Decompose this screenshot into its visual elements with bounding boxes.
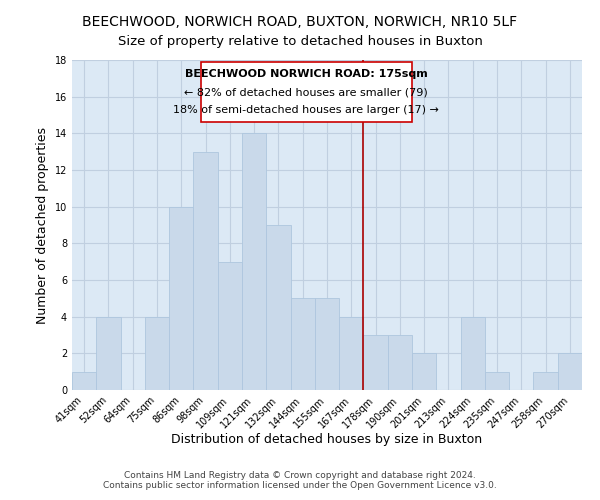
Bar: [290, 298, 315, 390]
Bar: [485, 372, 509, 390]
Bar: [533, 372, 558, 390]
Bar: [461, 316, 485, 390]
Bar: [388, 335, 412, 390]
Bar: [218, 262, 242, 390]
Bar: [339, 316, 364, 390]
Bar: [145, 316, 169, 390]
Bar: [96, 316, 121, 390]
Text: BEECHWOOD NORWICH ROAD: 175sqm: BEECHWOOD NORWICH ROAD: 175sqm: [185, 68, 428, 78]
Bar: [412, 354, 436, 390]
Bar: [193, 152, 218, 390]
Bar: [364, 335, 388, 390]
X-axis label: Distribution of detached houses by size in Buxton: Distribution of detached houses by size …: [172, 432, 482, 446]
FancyBboxPatch shape: [201, 62, 412, 122]
Text: Contains HM Land Registry data © Crown copyright and database right 2024.
Contai: Contains HM Land Registry data © Crown c…: [103, 470, 497, 490]
Text: 18% of semi-detached houses are larger (17) →: 18% of semi-detached houses are larger (…: [173, 106, 439, 116]
Text: ← 82% of detached houses are smaller (79): ← 82% of detached houses are smaller (79…: [184, 87, 428, 97]
Bar: [72, 372, 96, 390]
Bar: [315, 298, 339, 390]
Bar: [242, 134, 266, 390]
Bar: [558, 354, 582, 390]
Bar: [266, 225, 290, 390]
Y-axis label: Number of detached properties: Number of detached properties: [36, 126, 49, 324]
Text: BEECHWOOD, NORWICH ROAD, BUXTON, NORWICH, NR10 5LF: BEECHWOOD, NORWICH ROAD, BUXTON, NORWICH…: [82, 15, 518, 29]
Text: Size of property relative to detached houses in Buxton: Size of property relative to detached ho…: [118, 35, 482, 48]
Bar: [169, 206, 193, 390]
